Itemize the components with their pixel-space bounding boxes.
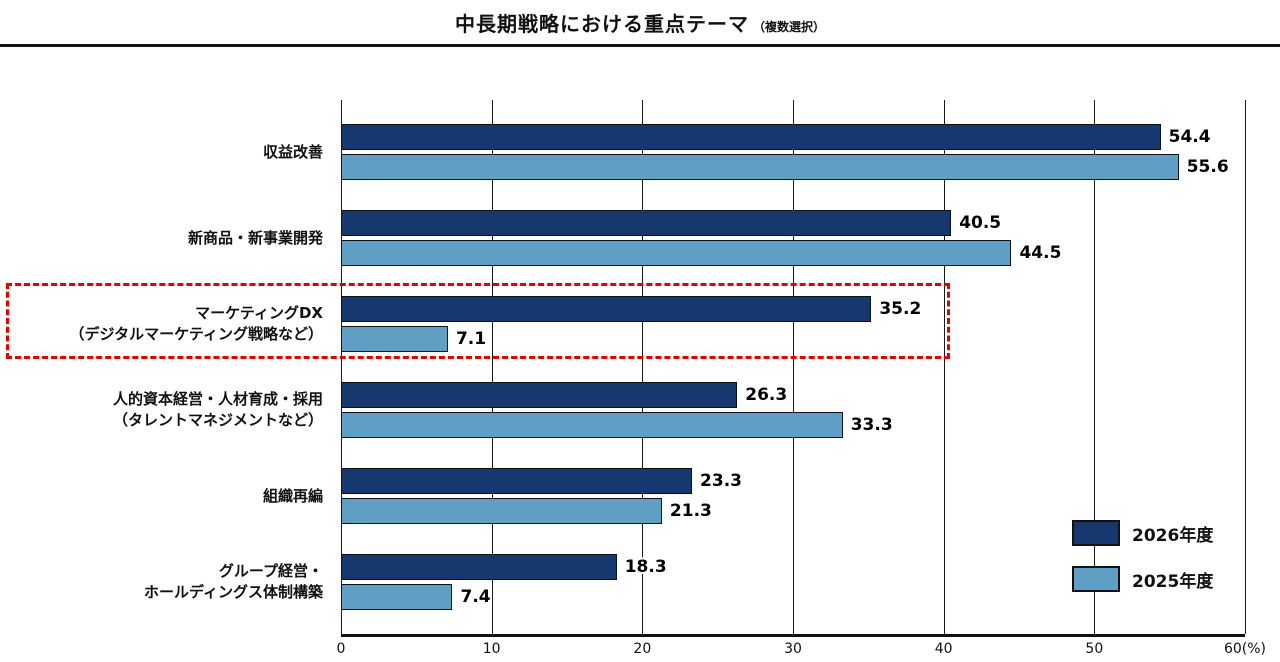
title-divider	[0, 44, 1280, 47]
category-label-line: グループ経営・	[218, 562, 323, 580]
legend-label-2025: 2025年度	[1132, 571, 1214, 592]
bar-2025	[341, 154, 1179, 180]
value-label-2025: 21.3	[669, 501, 712, 521]
value-label-2025: 55.6	[1186, 157, 1229, 177]
category-label: マーケティングDX （デジタルマーケティング戦略など）	[0, 296, 333, 352]
gridline	[642, 100, 644, 634]
x-axis: 0 10 20 30 40 50 60(%)	[337, 641, 1266, 661]
plot-area: 54.4 55.6 40.5 44.5 35.2 7.1 26.3 33.3 23.3 21.3 1…	[341, 100, 1246, 637]
value-label-2026: 40.5	[959, 213, 1002, 233]
gridline	[491, 100, 493, 634]
category-label-line: 収益改善	[262, 142, 323, 161]
category-label-line: （タレントマネジメントなど）	[112, 411, 323, 429]
category-label-line: （デジタルマーケティング戦略など）	[69, 325, 323, 343]
x-tick-label: 30	[784, 641, 802, 657]
x-tick-label: 20	[633, 641, 652, 657]
x-tick-label: 10	[482, 641, 501, 657]
x-tick-label: 50	[1085, 641, 1104, 657]
x-tick-label: 0	[336, 641, 346, 657]
value-label-2026: 23.3	[700, 471, 742, 491]
gridline	[1245, 100, 1246, 634]
bar-2026	[341, 124, 1161, 150]
value-label-2026: 26.3	[745, 385, 788, 405]
bar-2025	[341, 584, 453, 610]
category-labels: 収益改善新商品・新事業開発マーケティングDX （デジタルマーケティング戦略など） 人…	[0, 100, 333, 634]
highlight-box	[6, 283, 950, 359]
category-label-line: 人的資本経営・人材育成・採用	[112, 390, 323, 408]
legend: 2026年度 2025年度	[1072, 520, 1213, 592]
value-label-2026: 18.3	[624, 557, 667, 577]
bar-2025	[341, 326, 448, 352]
gridline	[341, 100, 342, 634]
value-label-2026: 54.4	[1168, 127, 1211, 147]
legend-swatch-2026	[1072, 520, 1120, 546]
category-label-line: 新商品・新事業開発	[187, 228, 323, 247]
bar-2026	[341, 382, 738, 408]
bar-2026	[341, 468, 693, 494]
x-tick-label: 40	[934, 641, 953, 657]
category-label: グループ経営・ホールディングス体制構築	[0, 554, 333, 610]
category-label: 収益改善	[0, 124, 333, 180]
category-label-line: ホールディングス体制構築	[144, 583, 323, 601]
category-label-line: 組織再編	[262, 486, 323, 505]
chart-title-row: 中長期戦略における重点テーマ （複数選択）	[0, 8, 1280, 37]
gridline	[1094, 100, 1096, 634]
bar-2026	[341, 210, 952, 236]
category-label-line: マーケティングDX	[195, 304, 323, 322]
bar-2025	[341, 498, 662, 524]
category-label: 新商品・新事業開発	[0, 210, 333, 266]
value-label-2025: 33.3	[850, 415, 893, 435]
bar-2025	[341, 412, 843, 438]
chart-title-note: （複数選択）	[752, 20, 825, 34]
value-label-2026: 35.2	[879, 299, 922, 319]
x-tick-label: 60(%)	[1223, 641, 1267, 657]
legend-item-2026: 2026年度	[1072, 520, 1213, 546]
value-label-2025: 44.5	[1019, 243, 1062, 263]
category-label: 人的資本経営・人材育成・採用 （タレントマネジメントなど）	[0, 382, 333, 438]
value-label-2025: 7.4	[460, 587, 491, 607]
gridline	[943, 100, 945, 634]
chart-title: 中長期戦略における重点テーマ	[454, 12, 749, 36]
value-label-2025: 7.1	[455, 329, 487, 349]
legend-swatch-2025	[1072, 566, 1120, 592]
legend-item-2025: 2025年度	[1072, 566, 1213, 592]
category-label: 組織再編	[0, 468, 333, 524]
legend-label-2026: 2026年度	[1132, 525, 1214, 546]
bar-2025	[341, 240, 1012, 266]
bar-2026	[341, 296, 872, 322]
gridline	[793, 100, 794, 634]
bar-2026	[341, 554, 617, 580]
